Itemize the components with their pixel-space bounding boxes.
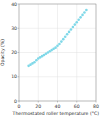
y-tick-label: 40 <box>11 2 17 7</box>
plot-frame <box>19 4 96 101</box>
y-tick-label: 20 <box>11 50 17 55</box>
x-tick-label: 20 <box>35 104 41 109</box>
scatter-point <box>58 43 61 46</box>
scatter-point <box>33 61 36 64</box>
chart: 0 20 40 60 80 0 10 20 30 40 Thermostated roller te… <box>0 0 100 118</box>
y-tick <box>18 101 20 102</box>
scatter-point <box>81 14 84 17</box>
scatter-point <box>54 46 57 49</box>
scatter-point <box>83 11 86 14</box>
grid-line-y <box>19 28 96 29</box>
x-axis-label: Thermostated roller temperature (°C) <box>12 111 100 116</box>
scatter-point <box>60 40 63 43</box>
scatter-point <box>70 28 73 31</box>
grid <box>19 4 96 101</box>
scatter-point <box>68 31 71 34</box>
y-tick-label: 10 <box>11 74 17 79</box>
y-tick <box>18 28 20 29</box>
scatter-point <box>66 33 69 36</box>
scatter-point <box>77 18 80 21</box>
x-tick-label: 80 <box>93 104 99 109</box>
y-tick-label: 30 <box>11 26 17 31</box>
x-tick-label: 60 <box>74 104 80 109</box>
scatter-point <box>62 38 65 41</box>
y-axis-label: Opacity (%) <box>0 39 5 66</box>
x-tick <box>57 101 58 103</box>
scatter-point <box>79 16 82 19</box>
y-tick-label: 0 <box>14 99 17 104</box>
y-tick <box>18 76 20 77</box>
axes: 0 20 40 60 80 0 10 20 30 40 <box>11 2 99 109</box>
scatter-point <box>85 9 88 12</box>
y-tick <box>18 4 20 5</box>
scatter-point <box>74 23 77 26</box>
scatter-point <box>64 35 67 38</box>
grid-line-y <box>19 76 96 77</box>
scatter-point <box>75 21 78 24</box>
x-tick <box>38 101 39 103</box>
x-tick-label: 0 <box>18 104 21 109</box>
x-tick <box>76 101 77 103</box>
points <box>27 9 87 67</box>
x-tick <box>19 101 20 103</box>
grid-line-y <box>19 52 96 53</box>
x-tick-label: 40 <box>55 104 61 109</box>
x-tick <box>96 101 97 103</box>
y-tick <box>18 52 20 53</box>
scatter-point <box>72 26 75 29</box>
